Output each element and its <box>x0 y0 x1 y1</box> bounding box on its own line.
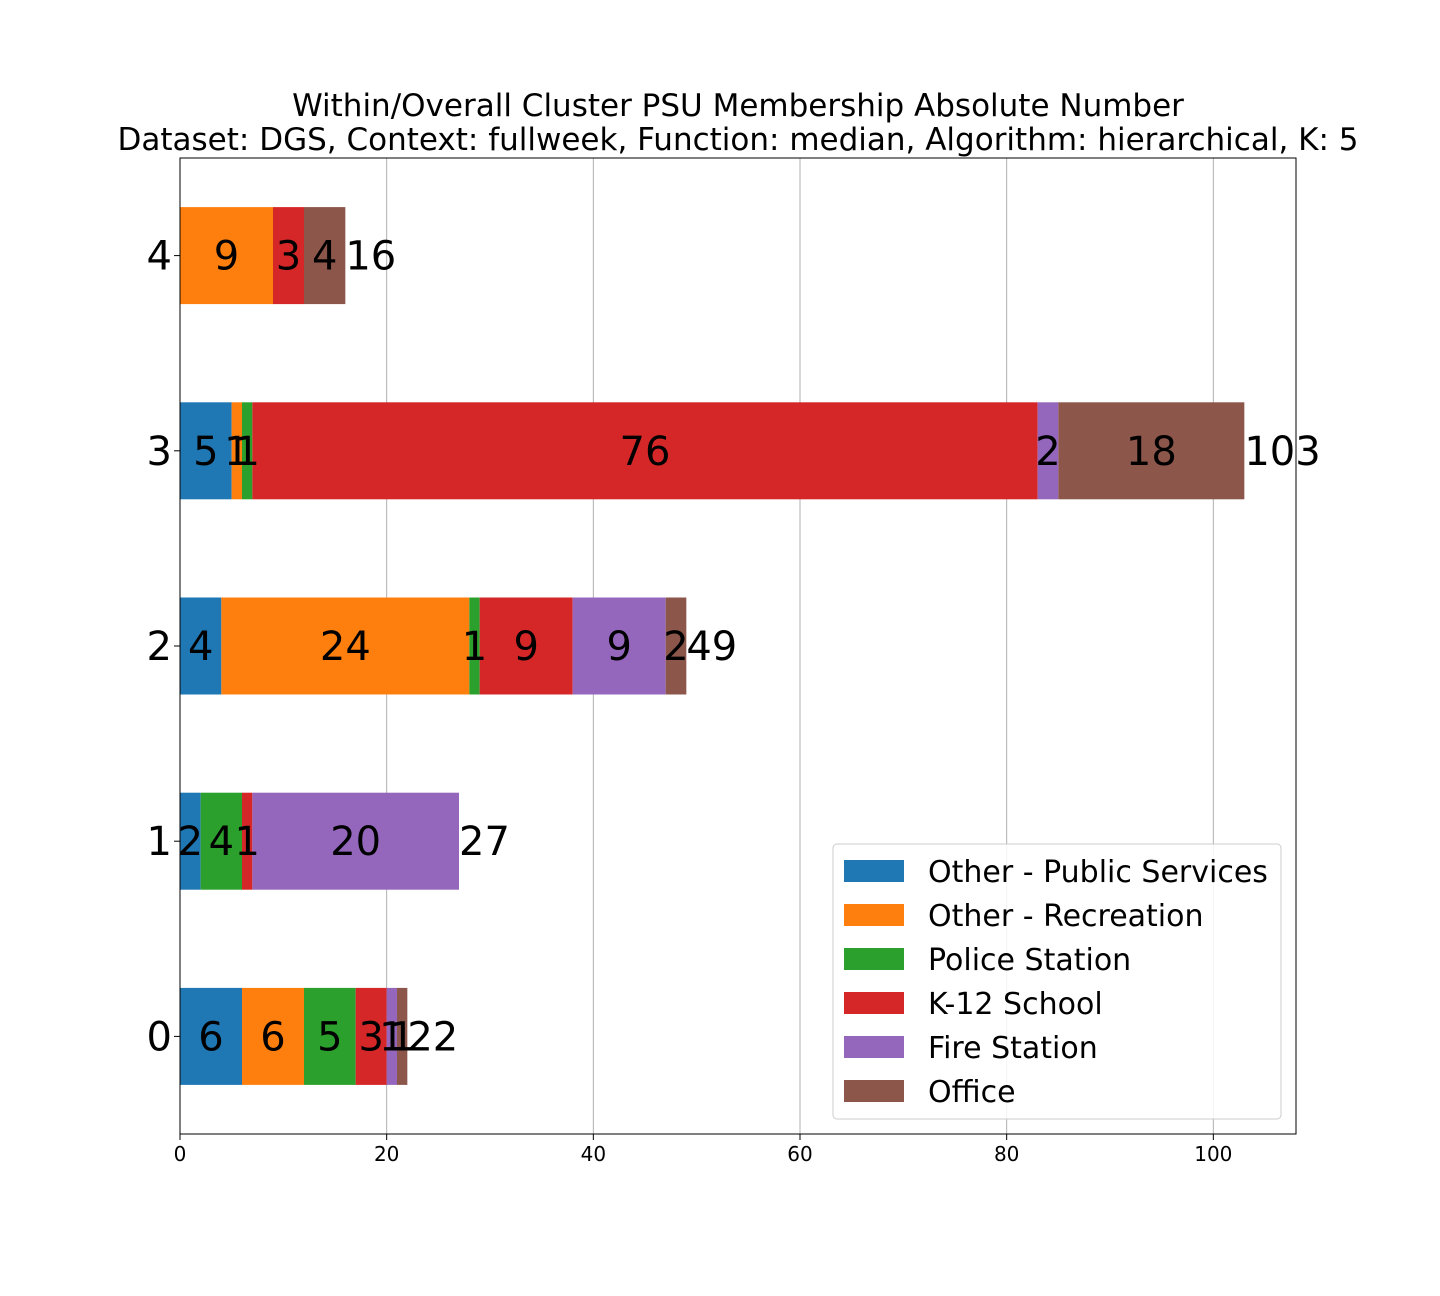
bar-segment <box>200 792 242 890</box>
bar-value-label: 3 <box>358 1014 383 1060</box>
bar-value-label: 9 <box>606 624 631 670</box>
bar-value-label: 18 <box>1126 429 1177 475</box>
bar-value-label: 6 <box>198 1014 223 1060</box>
bar-value-label: 1 <box>234 429 259 475</box>
bar-value-label: 9 <box>214 234 239 280</box>
bar-value-label: 1 <box>462 624 487 670</box>
legend-swatch <box>844 948 904 970</box>
bar-segment <box>180 792 201 890</box>
legend-swatch <box>844 860 904 882</box>
bar-segment <box>572 597 666 695</box>
bar-segment <box>180 987 242 1085</box>
x-tick-label: 60 <box>787 1142 812 1166</box>
legend-swatch <box>844 1080 904 1102</box>
bar-segment <box>221 597 470 695</box>
legend-label: K-12 School <box>928 987 1103 1022</box>
bar-value-label: 76 <box>620 429 671 475</box>
x-tick-label: 100 <box>1194 1142 1232 1166</box>
legend: Other - Public Services Other - Recreatio… <box>832 843 1282 1120</box>
bar-value-label: 9 <box>513 624 538 670</box>
bar-segment <box>180 402 232 500</box>
bar-segment <box>1037 402 1059 500</box>
bar-segment <box>231 402 242 500</box>
bar-value-label: 1 <box>389 1014 414 1060</box>
x-tick-label: 0 <box>174 1142 187 1166</box>
legend-label: Office <box>928 1075 1016 1110</box>
chart-subtitle: Dataset: DGS, Context: fullweek, Functio… <box>118 122 1359 158</box>
bar-total-label: 16 <box>345 234 396 280</box>
bar-value-label: 2 <box>178 819 203 865</box>
bar-segment <box>397 987 408 1085</box>
legend-swatch <box>844 992 904 1014</box>
bar-value-label: 5 <box>317 1014 342 1060</box>
bar-segment <box>469 597 480 695</box>
legend-swatch <box>844 1036 904 1058</box>
bar-value-label: 1 <box>224 429 249 475</box>
bar-segment <box>665 597 687 695</box>
bar-segment <box>1058 402 1245 500</box>
x-tick-label: 80 <box>994 1142 1019 1166</box>
bar-value-label: 4 <box>188 624 213 670</box>
bar-total-label: 22 <box>407 1014 458 1060</box>
bar-segment <box>180 597 222 695</box>
bar-segment <box>180 207 273 305</box>
bar-value-label: 1 <box>379 1014 404 1060</box>
bar-segment <box>386 987 397 1085</box>
bars <box>180 207 1245 1085</box>
bar-value-label: 1 <box>234 819 259 865</box>
y-tick-label: 0 <box>147 1014 172 1060</box>
legend-label: Police Station <box>928 943 1131 978</box>
bar-value-label: 20 <box>330 819 381 865</box>
bar-value-label: 6 <box>260 1014 285 1060</box>
legend-label: Fire Station <box>928 1031 1098 1066</box>
legend-label: Other - Public Services <box>928 855 1268 890</box>
chart-title: Within/Overall Cluster PSU Membership Ab… <box>292 88 1184 124</box>
bar-segment <box>273 207 304 305</box>
bar-total-label: 27 <box>459 819 510 865</box>
bar-total-label: 49 <box>686 624 737 670</box>
bar-total-label: 103 <box>1244 429 1320 475</box>
bar-segment <box>242 987 304 1085</box>
legend-swatch <box>844 904 904 926</box>
x-tick-label: 40 <box>581 1142 606 1166</box>
y-tick-label: 4 <box>147 234 172 280</box>
bar-segment <box>242 792 253 890</box>
bar-segment <box>479 597 573 695</box>
bar-value-label: 5 <box>193 429 218 475</box>
bar-segment <box>304 987 356 1085</box>
bar-segment <box>242 402 253 500</box>
legend-label: Other - Recreation <box>928 899 1204 934</box>
y-tick-label: 1 <box>147 819 172 865</box>
bar-segment <box>252 402 1038 500</box>
bar-value-label: 3 <box>276 234 301 280</box>
bar-value-label: 24 <box>320 624 371 670</box>
bar-value-label: 2 <box>663 624 688 670</box>
bar-segment <box>355 987 387 1085</box>
bar-value-label: 4 <box>209 819 234 865</box>
y-tick-label: 3 <box>147 429 172 475</box>
bar-value-label: 4 <box>312 234 337 280</box>
y-tick-label: 2 <box>147 624 172 670</box>
x-tick-label: 20 <box>374 1142 399 1166</box>
bar-segment <box>252 792 459 890</box>
legend-box <box>832 843 1282 1120</box>
bar-value-label: 2 <box>1035 429 1060 475</box>
bar-segment <box>304 207 346 305</box>
